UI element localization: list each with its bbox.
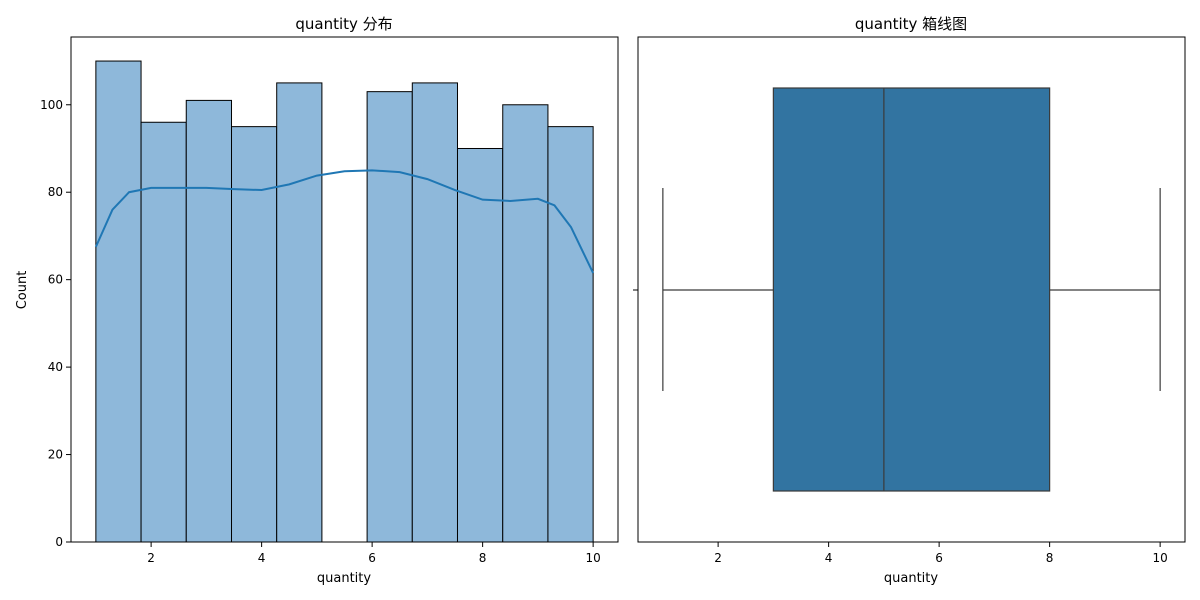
x-tick-label: 6 [935,551,943,565]
x-tick-label: 2 [147,551,155,565]
histogram-bar [502,104,549,543]
boxplot-title: quantity 箱线图 [855,15,967,33]
histogram-bar [366,91,413,543]
x-tick-label: 4 [258,551,266,565]
boxplot-panel: quantity 箱线图 2 4 6 8 10 quantity [633,15,1186,586]
histogram-x-label: quantity [317,571,372,586]
x-tick-label: 6 [368,551,376,565]
histogram-bar [456,147,504,543]
histogram-bar [547,126,594,543]
iqr-box [772,87,1051,492]
kde-line [94,169,595,274]
histogram-frame [70,36,619,543]
histogram-x-ticks: 2 4 6 8 10 [147,542,601,565]
y-tick-label: 40 [48,360,63,374]
histogram-panel: quantity 分布 2 4 6 8 10 0 20 40 60 80 100 quantity… [15,15,619,586]
histogram-bar [140,121,187,543]
x-tick-label: 4 [825,551,833,565]
boxplot-elements [662,87,1161,492]
histogram-bar [276,82,323,543]
histogram-bar [185,99,233,543]
y-tick-label: 60 [48,273,63,287]
x-tick-label: 8 [1046,551,1054,565]
histogram-bar [231,126,278,543]
x-tick-label: 10 [1152,551,1167,565]
boxplot-x-ticks: 2 4 6 8 10 [714,542,1168,565]
y-tick-label: 80 [48,185,63,199]
x-tick-label: 8 [479,551,487,565]
x-tick-label: 2 [714,551,722,565]
histogram-y-ticks: 0 20 40 60 80 100 [40,98,71,549]
histogram-title: quantity 分布 [295,15,392,33]
y-tick-label: 0 [55,535,63,549]
y-tick-label: 100 [40,98,63,112]
histogram-bar [95,60,142,543]
boxplot-x-label: quantity [884,571,939,586]
x-tick-label: 10 [585,551,600,565]
y-tick-label: 20 [48,448,63,462]
histogram-bar [411,82,458,543]
histogram-y-label: Count [15,271,30,310]
histogram-bars [95,60,594,543]
